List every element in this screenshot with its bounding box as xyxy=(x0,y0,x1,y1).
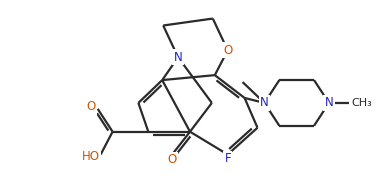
Text: N: N xyxy=(174,51,182,64)
Text: F: F xyxy=(225,152,231,165)
Text: N: N xyxy=(260,96,269,109)
Text: CH₃: CH₃ xyxy=(352,98,372,108)
Text: O: O xyxy=(223,44,232,57)
Text: N: N xyxy=(325,96,333,109)
Text: O: O xyxy=(86,100,95,113)
Text: HO: HO xyxy=(82,150,100,163)
Text: O: O xyxy=(168,153,177,166)
